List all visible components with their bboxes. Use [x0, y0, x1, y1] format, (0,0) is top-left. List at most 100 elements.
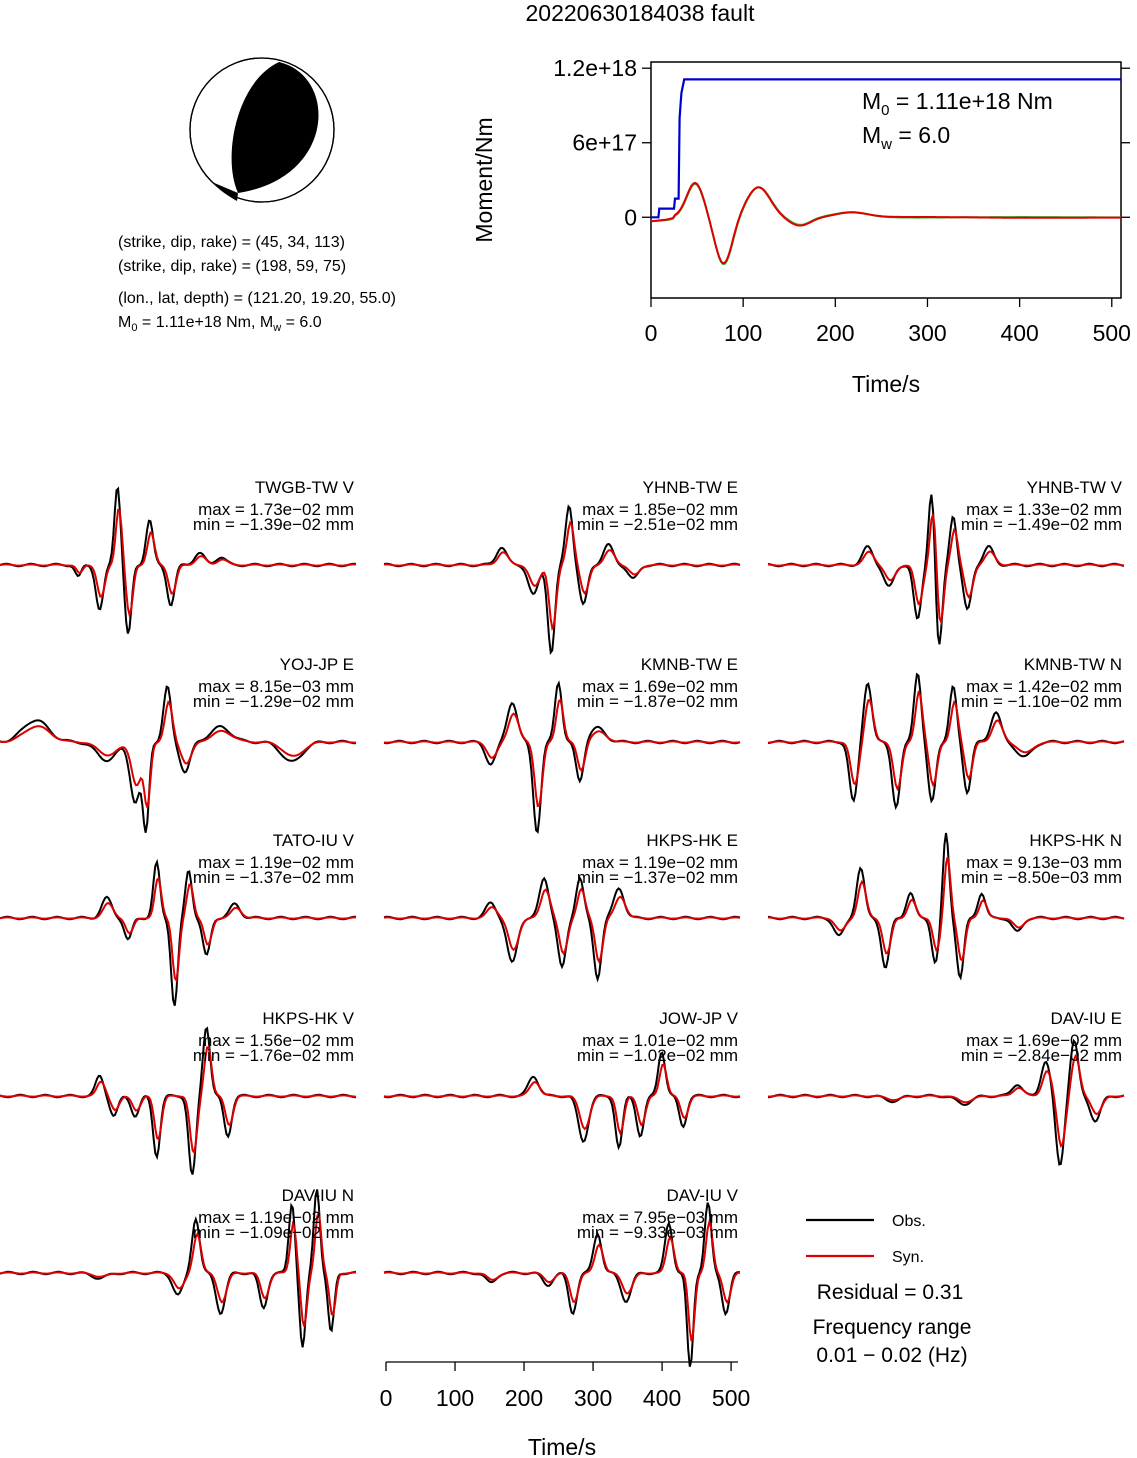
moment-cumulative-line	[651, 78, 1121, 219]
syn-trace	[383, 1064, 741, 1136]
moment-xtick-label: 500	[1093, 320, 1131, 346]
station-max: max = 1.69e−02 mm	[582, 677, 738, 696]
station-min: min = −2.84e−02 mm	[961, 1046, 1122, 1065]
station-min: min = −1.10e−02 mm	[961, 692, 1122, 711]
wave-axis-ticks: 0 100 200 300 400 500	[380, 1362, 750, 1411]
station-min: min = −1.09e−02 mm	[193, 1223, 354, 1242]
station-name: DAV-IU E	[1051, 1009, 1122, 1028]
frequency-range-value: 0.01 − 0.02 (Hz)	[816, 1344, 967, 1367]
station-name: HKPS-HK N	[1029, 831, 1122, 850]
station-name: YOJ-JP E	[280, 655, 354, 674]
station-max: max = 1.85e−02 mm	[582, 500, 738, 519]
syn-trace	[383, 887, 741, 965]
syn-trace	[383, 520, 741, 632]
moment-chart: 1.2e+18 6e+17 0 0 100 200 300 400 500 Moment/Nm…	[471, 55, 1131, 397]
syn-trace	[0, 508, 357, 619]
mw-subscript: w	[880, 136, 892, 153]
station-min: min = −1.76e−02 mm	[193, 1046, 354, 1065]
station-name: KMNB-TW N	[1024, 655, 1122, 674]
legend-obs-label: Obs.	[892, 1213, 926, 1230]
syn-trace	[767, 513, 1125, 626]
hypocenter-info: (lon., lat, depth) = (121.20, 19.20, 55.…	[118, 290, 396, 307]
moment-xaxis-ticks: 0 100 200 300 400 500	[645, 298, 1131, 346]
syn-trace	[767, 856, 1125, 963]
moment-ytick-label: 1.2e+18	[553, 55, 637, 81]
station-name: JOW-JP V	[659, 1009, 738, 1028]
m0-symbol: M	[118, 314, 131, 331]
moment-mw-annotation: Mw = 6.0	[862, 122, 950, 153]
station-max: max = 1.33e−02 mm	[966, 500, 1122, 519]
station-name: DAV-IU N	[282, 1186, 354, 1205]
station-max: max = 1.56e−02 mm	[198, 1031, 354, 1050]
moment-yaxis-ticks: 1.2e+18 6e+17 0	[553, 55, 1130, 230]
legend-syn-label: Syn.	[892, 1249, 924, 1266]
wave-xtick-label: 500	[712, 1385, 750, 1411]
mw-value: = 6.0	[281, 314, 322, 331]
station-min: min = −1.37e−02 mm	[193, 868, 354, 887]
mw-subscript: w	[272, 322, 281, 334]
obs-trace	[383, 1051, 741, 1151]
m0-subscript: 0	[131, 322, 137, 334]
station-max: max = 1.73e−02 mm	[198, 500, 354, 519]
station-min: min = −9.33e−03 mm	[577, 1223, 738, 1242]
moment-xlabel: Time/s	[852, 371, 920, 397]
obs-trace	[383, 875, 741, 983]
wave-xtick-label: 300	[574, 1385, 612, 1411]
station-name: TWGB-TW V	[255, 478, 355, 497]
station-max: max = 1.19e−02 mm	[198, 853, 354, 872]
moment-curves	[650, 78, 1121, 266]
syn-trace	[383, 697, 741, 808]
wave-xtick-label: 400	[643, 1385, 681, 1411]
moment-xtick-label: 0	[645, 320, 658, 346]
m0-symbol: M	[862, 88, 881, 114]
station-max: max = 9.13e−03 mm	[966, 853, 1122, 872]
station-max: max = 7.95e−03 mm	[582, 1208, 738, 1227]
station-min: min = −2.51e−02 mm	[577, 515, 738, 534]
syn-trace	[0, 1210, 357, 1327]
moment-rate-syn	[650, 181, 1121, 265]
moment-xtick-label: 100	[724, 320, 762, 346]
moment-xtick-label: 300	[908, 320, 946, 346]
moment-xtick-label: 200	[816, 320, 854, 346]
moment-ylabel: Moment/Nm	[471, 117, 497, 242]
syn-trace	[767, 1053, 1125, 1148]
wave-xtick-label: 0	[380, 1385, 393, 1411]
moment-rate-obs	[650, 182, 1121, 266]
station-name: YHNB-TW E	[643, 478, 738, 497]
syn-trace	[0, 1046, 356, 1155]
compressional-quadrant	[231, 62, 319, 193]
moment-ytick-label: 6e+17	[572, 130, 637, 156]
beachball	[189, 57, 335, 203]
legend: Obs. Syn. Residual = 0.31 Frequency rang…	[806, 1213, 971, 1367]
station-name: KMNB-TW E	[641, 655, 738, 674]
residual-text: Residual = 0.31	[817, 1281, 964, 1304]
syn-trace	[767, 690, 1125, 792]
mw-symbol: M	[862, 122, 881, 148]
station-max: max = 1.19e−02 mm	[582, 853, 738, 872]
station-max: max = 1.19e−02 mm	[198, 1208, 354, 1227]
station-name: YHNB-TW V	[1027, 478, 1123, 497]
moment-xtick-label: 400	[1000, 320, 1038, 346]
frequency-range-label: Frequency range	[813, 1316, 972, 1339]
wave-xtick-label: 100	[436, 1385, 474, 1411]
nodal-plane-1: (strike, dip, rake) = (45, 34, 113)	[118, 234, 345, 251]
station-max: max = 1.69e−02 mm	[966, 1031, 1122, 1050]
syn-trace	[383, 1218, 741, 1342]
station-min: min = −1.87e−02 mm	[577, 692, 738, 711]
station-min: min = −1.37e−02 mm	[577, 868, 738, 887]
wave-xtick-label: 200	[505, 1385, 543, 1411]
station-min: min = −1.49e−02 mm	[961, 515, 1122, 534]
mw-value: = 6.0	[892, 122, 950, 148]
